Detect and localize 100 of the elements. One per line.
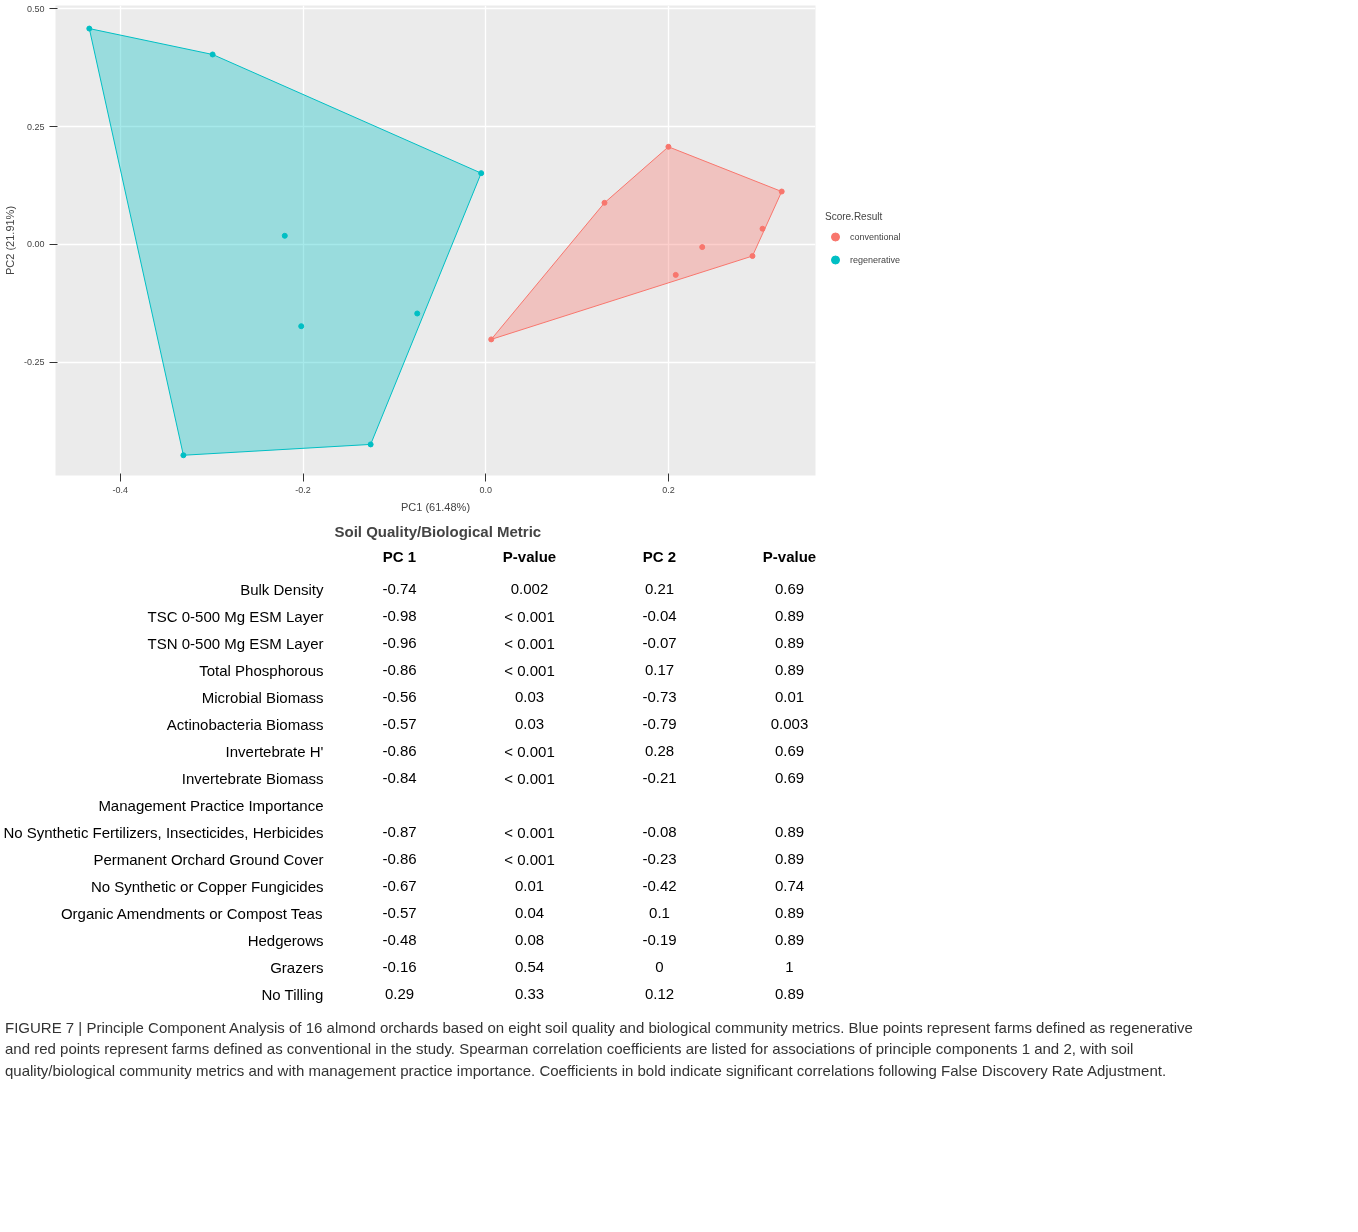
data-label: -0.04 (642, 607, 677, 624)
data-label: 0.12 (644, 985, 675, 1002)
point (367, 441, 374, 448)
data-label: -0.86 (382, 850, 417, 867)
point (665, 143, 672, 150)
data-label: 0.03 (514, 688, 545, 705)
data-label: 0.1 (649, 904, 670, 921)
data-label: 0.89 (774, 661, 805, 678)
y-axis-title: PC2 (21.91%) (3, 205, 16, 276)
point (672, 271, 679, 278)
point (180, 452, 187, 459)
legend-label: conventional (850, 231, 901, 242)
x-axis-title: PC1 (61.48%) (400, 500, 471, 513)
data-label: 0.89 (774, 931, 805, 948)
data-label: 1 (785, 958, 794, 975)
point (414, 310, 421, 317)
text: < 0.001 (504, 607, 555, 625)
x-tick-label: 0.2 (662, 484, 675, 495)
data-label: -0.19 (642, 931, 677, 948)
x-tick-label: 0.0 (479, 484, 492, 495)
x-tick-label: -0.4 (112, 484, 129, 495)
data-label: 0.08 (514, 931, 545, 948)
text: < 0.001 (504, 634, 555, 652)
point (478, 170, 485, 177)
data-label: 0.69 (774, 742, 805, 759)
y-tick-label: Hedgerows (247, 931, 324, 949)
x-tick-label: -0.2 (295, 484, 311, 495)
point (601, 199, 608, 206)
data-label: 0.01 (514, 877, 545, 894)
point (778, 188, 785, 195)
data-label: 0.89 (774, 634, 805, 651)
data-label: 0.002 (510, 580, 549, 597)
y-tick-label: 0.25 (26, 121, 45, 132)
point (749, 253, 756, 260)
x-tick-label: P-value (762, 547, 817, 565)
y-tick-label: Organic Amendments or Compost Teas (60, 904, 323, 922)
data-label: -0.16 (382, 958, 417, 975)
x-tick-label: PC 2 (642, 547, 677, 565)
y-tick-label: Permanent Orchard Ground Cover (93, 850, 324, 868)
y-tick-label: Management Practice Importance (98, 796, 324, 814)
y-tick-label: No Synthetic Fertilizers, Insecticides, Herbicides (3, 823, 324, 841)
y-tick-label: Invertebrate Biomass (181, 769, 324, 787)
point (281, 232, 288, 239)
y-tick-label: 0.00 (26, 239, 45, 250)
data-label: 0.54 (514, 958, 545, 975)
data-label: -0.56 (382, 688, 417, 705)
point (699, 244, 706, 251)
y-tick-label: Actinobacteria Biomass (166, 715, 324, 733)
data-label: 0.003 (770, 715, 809, 732)
data-label: 0.17 (644, 661, 675, 678)
y-tick-label: Grazers (270, 958, 324, 976)
data-label: 0.89 (774, 904, 805, 921)
data-label: 0.01 (774, 688, 805, 705)
data-label: -0.86 (382, 742, 417, 759)
data-label: -0.21 (642, 769, 677, 786)
data-label: 0.89 (774, 607, 805, 624)
data-label: 0.74 (774, 877, 805, 894)
data-label: -0.79 (642, 715, 677, 732)
data-label: 0.69 (774, 580, 805, 597)
legend-title: Score.Result (825, 210, 884, 222)
data-label: -0.74 (382, 580, 417, 597)
data-label: 0.04 (514, 904, 545, 921)
text: < 0.001 (504, 742, 555, 760)
data-label: 0 (655, 958, 664, 975)
y-tick-label: Total Phosphorous (199, 661, 324, 679)
y-tick-label: Microbial Biomass (201, 688, 324, 706)
data-label: 0.29 (384, 985, 415, 1002)
text: < 0.001 (504, 661, 555, 679)
data-label: -0.57 (382, 715, 417, 732)
data-label: -0.08 (642, 823, 677, 840)
data-label: -0.23 (642, 850, 677, 867)
point (759, 225, 766, 232)
data-label: 0.89 (774, 985, 805, 1002)
data-label: 0.21 (644, 580, 675, 597)
data-label: -0.07 (642, 634, 677, 651)
data-label: -0.42 (642, 877, 677, 894)
caption: FIGURE 7 | Principle Component Analysis of 16 almond orchards based on eight soil quality and biological community metrics. Blue points represent farms defined as regenerative and red points represent farms defined as conventional in the study. Spearman correlation coefficients are listed for associations of principle components 1 and 2, with soil quality/biological community metrics and with management practice importance. Coefficients in bold indicate significant correlations following False Discovery Rate Adjustment. (5, 1018, 1194, 1081)
data-label: -0.57 (382, 904, 417, 921)
y-tick-label: No Synthetic or Copper Fungicides (90, 877, 324, 895)
data-label: -0.96 (382, 634, 417, 651)
legend-label: regenerative (850, 254, 901, 265)
y-tick-label: Invertebrate H' (225, 742, 324, 760)
text: < 0.001 (504, 769, 555, 787)
data-label: 0.69 (774, 769, 805, 786)
text: < 0.001 (504, 850, 555, 868)
x-tick-label: P-value (502, 547, 557, 565)
data-label: 0.28 (644, 742, 675, 759)
y-tick-label: TSC 0-500 Mg ESM Layer (147, 607, 324, 625)
data-label: -0.73 (642, 688, 677, 705)
data-label: -0.98 (382, 607, 417, 624)
x-tick-label: PC 1 (382, 547, 417, 565)
y-tick-label: TSN 0-500 Mg ESM Layer (147, 634, 324, 652)
data-label: -0.48 (382, 931, 417, 948)
point (298, 323, 305, 330)
point (86, 25, 93, 32)
text: < 0.001 (504, 823, 555, 841)
y-tick-label: -0.25 (23, 357, 45, 367)
y-tick-label: 0.50 (26, 3, 45, 14)
data-label: -0.86 (382, 661, 417, 678)
data-label: 0.89 (774, 823, 805, 840)
